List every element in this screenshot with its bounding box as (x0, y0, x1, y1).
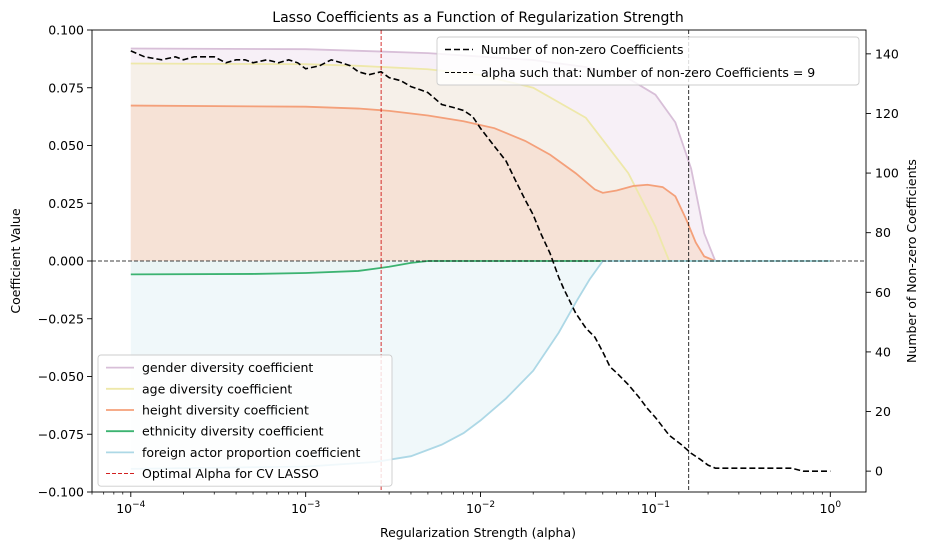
legend-item-foreign-actor-proportion-coefficient: foreign actor proportion coefficient (106, 445, 360, 460)
y2-tick-label: 120 (875, 106, 899, 121)
legend-left: gender diversity coefficient age diversit… (97, 354, 393, 487)
legend-label: age diversity coefficient (142, 381, 292, 396)
y2-tick-label: 80 (875, 225, 891, 240)
y-tick-label: −0.025 (38, 311, 84, 326)
y2-tick-label: 0 (875, 464, 883, 479)
y2-tick-label: 100 (875, 166, 899, 181)
legend-right: Number of non-zero Coefficients alpha suc… (436, 36, 860, 86)
legend-item-gender-diversity-coefficient: gender diversity coefficient (106, 360, 313, 375)
y-tick-label: −0.075 (38, 427, 84, 442)
legend-label: ethnicity diversity coefficient (142, 424, 324, 439)
legend-item-number-of-non-zero-coefficients: Number of non-zero Coefficients (445, 42, 683, 57)
y2-tick-label: 40 (875, 344, 891, 359)
legend-label: alpha such that: Number of non-zero Coef… (481, 65, 815, 80)
x-tick-label: 10−3 (291, 500, 320, 516)
x-tick-label: 100 (819, 500, 841, 516)
y-tick-label: 0.050 (48, 138, 84, 153)
legend-item-ethnicity-diversity-coefficient: ethnicity diversity coefficient (106, 424, 324, 439)
line-number-of-non-zero-coefficients (130, 50, 831, 472)
legend-label: height diversity coefficient (142, 403, 309, 418)
legend-item-optimal-alpha-for-cv-lasso: Optimal Alpha for CV LASSO (106, 466, 319, 481)
y-tick-label: 0.100 (48, 23, 84, 38)
fill-height-diversity-coefficient (130, 105, 831, 261)
y-tick-label: −0.100 (38, 485, 84, 500)
y-axis-label: Coefficient Value (8, 208, 23, 314)
y2-tick-label: 140 (875, 46, 899, 61)
chart-title: Lasso Coefficients as a Function of Regu… (272, 10, 683, 26)
y2-tick-label: 20 (875, 404, 891, 419)
legend-box (97, 354, 393, 487)
y-tick-label: 0.000 (48, 254, 84, 269)
y2-axis-label: Number of Non-zero Coefficients (904, 159, 919, 363)
nonzero-count-line (130, 50, 831, 472)
x-tick-label: 10−4 (116, 500, 145, 516)
x-tick-label: 10−1 (641, 500, 670, 516)
y2-tick-label: 60 (875, 285, 891, 300)
x-tick-label: 10−2 (466, 500, 495, 516)
legend-label: gender diversity coefficient (142, 360, 313, 375)
legend-label: Number of non-zero Coefficients (481, 42, 683, 57)
legend-item-height-diversity-coefficient: height diversity coefficient (106, 403, 309, 418)
y-tick-label: −0.050 (38, 369, 84, 384)
legend-item-age-diversity-coefficient: age diversity coefficient (106, 381, 292, 396)
line-height-diversity-coefficient (130, 104, 831, 262)
legend-item-alpha-such-that-number-of-non-zero-coefficients-9: alpha such that: Number of non-zero Coef… (445, 65, 815, 80)
legend-label: Optimal Alpha for CV LASSO (142, 466, 319, 481)
legend-box (436, 36, 860, 86)
y-tick-label: 0.075 (48, 80, 84, 95)
x-axis-label: Regularization Strength (alpha) (380, 525, 576, 540)
y-tick-label: 0.025 (48, 196, 84, 211)
legend-label: foreign actor proportion coefficient (142, 445, 360, 460)
axes: 10−4 10−3 10−2 10−1 100 0.100 0.075 0.050 0.025 0… (38, 23, 899, 517)
